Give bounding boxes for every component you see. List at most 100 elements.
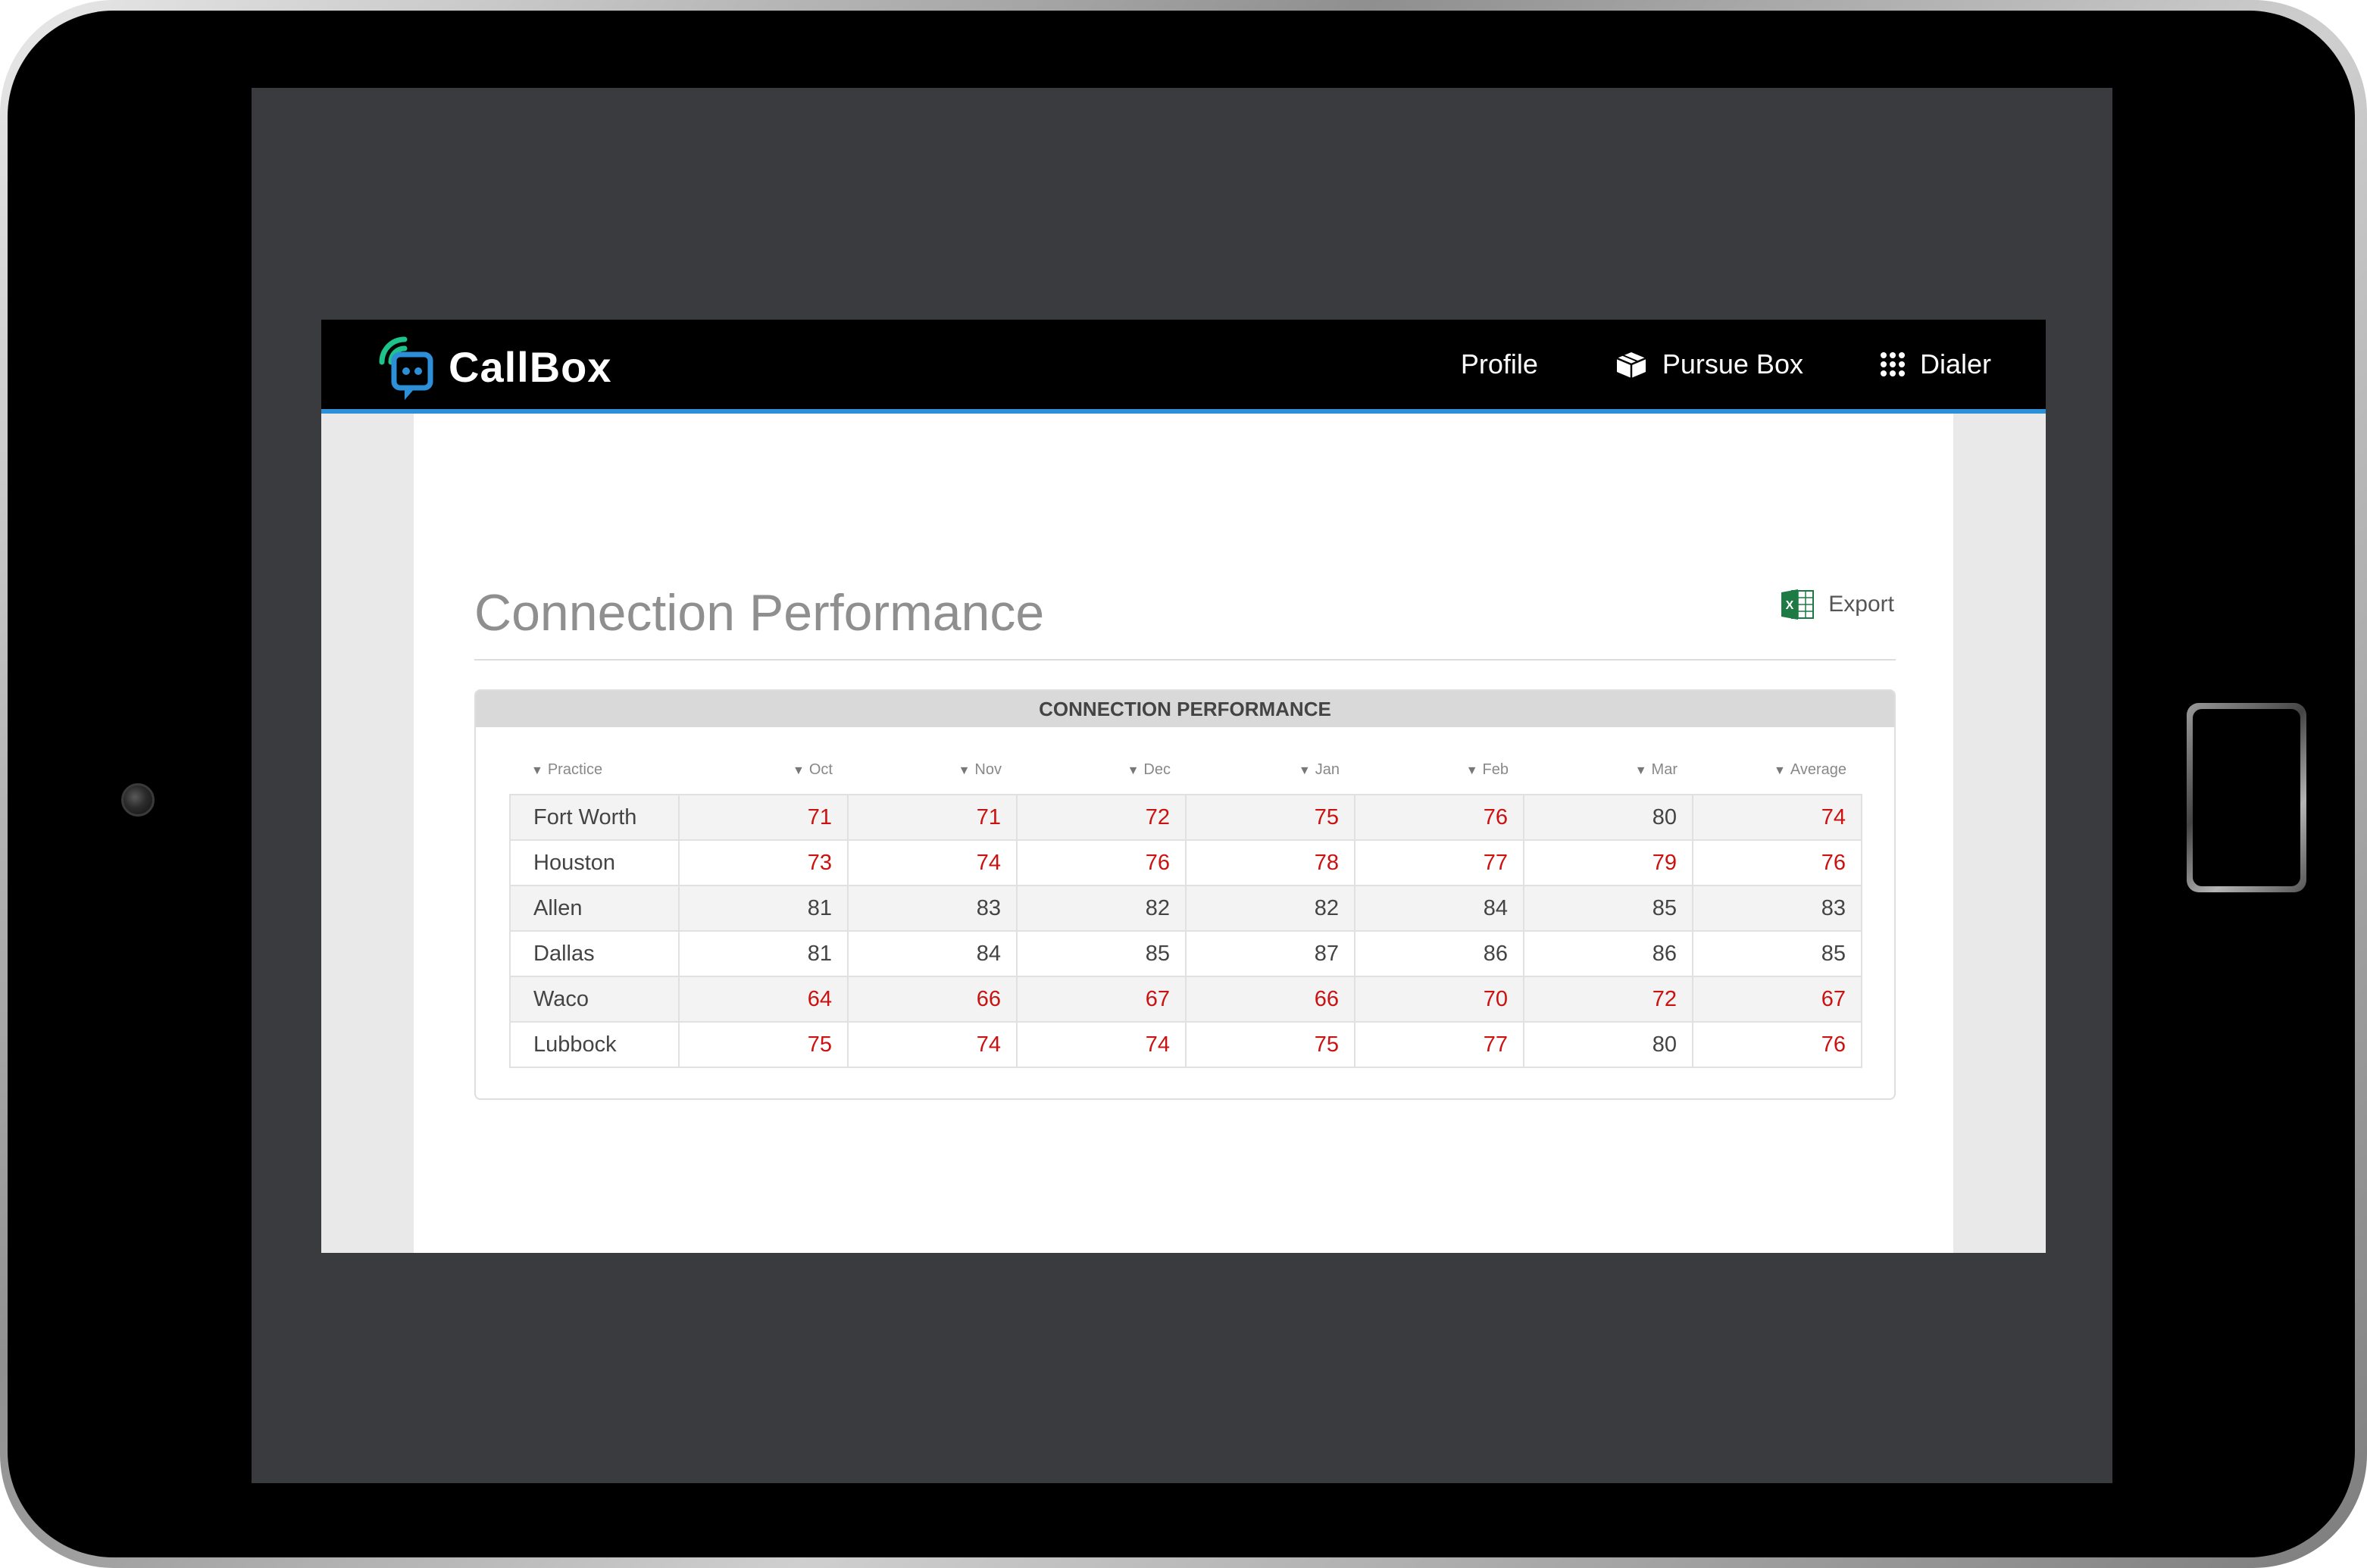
sort-arrow-icon: ▼ <box>1298 764 1311 777</box>
value-cell: 71 <box>847 794 1018 841</box>
value-cell: 84 <box>1354 885 1524 932</box>
column-header-feb[interactable]: ▼ Feb <box>1355 745 1524 795</box>
sort-arrow-icon: ▼ <box>1774 764 1786 777</box>
value-cell: 71 <box>678 794 849 841</box>
table-row: Waco 64 66 67 66 70 72 67 <box>509 976 1862 1023</box>
value-cell: 85 <box>1523 885 1693 932</box>
value-cell: 87 <box>1185 930 1355 977</box>
svg-text:X: X <box>1786 599 1794 612</box>
value-cell: 72 <box>1016 794 1187 841</box>
table-row: Houston 73 74 76 78 77 79 76 <box>509 839 1862 886</box>
app-window: CallBox Profile Pursue Box <box>321 320 2046 1253</box>
value-cell: 76 <box>1016 839 1187 886</box>
value-cell: 83 <box>847 885 1018 932</box>
top-navbar: CallBox Profile Pursue Box <box>321 320 2046 414</box>
nav-profile[interactable]: Profile <box>1461 348 1538 380</box>
value-cell: 75 <box>1185 794 1355 841</box>
practice-cell: Dallas <box>509 930 680 977</box>
nav-pursue-box[interactable]: Pursue Box <box>1614 348 1803 380</box>
nav-profile-label: Profile <box>1460 348 1538 380</box>
column-header-practice[interactable]: ▼ Practice <box>510 745 679 795</box>
export-label: Export <box>1828 592 1894 617</box>
nav-links: Profile Pursue Box Dialer <box>1385 320 1991 409</box>
value-cell: 66 <box>1185 976 1355 1023</box>
practice-cell: Fort Worth <box>509 794 680 841</box>
column-header-mar[interactable]: ▼ Mar <box>1524 745 1693 795</box>
value-cell: 74 <box>1692 794 1862 841</box>
value-cell: 78 <box>1185 839 1355 886</box>
column-header-label: Practice <box>547 761 603 778</box>
value-cell: 74 <box>1016 1021 1187 1068</box>
main-content: Connection Performance X Export CONNECTI… <box>414 414 1953 1253</box>
page-title: Connection Performance <box>474 584 1045 642</box>
value-cell: 82 <box>1016 885 1187 932</box>
column-header-label: Oct <box>808 761 833 778</box>
practice-cell: Houston <box>509 839 680 886</box>
value-cell: 67 <box>1692 976 1862 1023</box>
column-header-jan[interactable]: ▼ Jan <box>1186 745 1355 795</box>
value-cell: 72 <box>1523 976 1693 1023</box>
value-cell: 76 <box>1692 1021 1862 1068</box>
sort-arrow-icon: ▼ <box>1127 764 1140 777</box>
camera-icon <box>121 783 155 817</box>
sort-arrow-icon: ▼ <box>531 764 543 777</box>
value-cell: 81 <box>678 930 849 977</box>
nav-dialer[interactable]: Dialer <box>1879 348 1991 380</box>
value-cell: 76 <box>1354 794 1524 841</box>
value-cell: 83 <box>1692 885 1862 932</box>
practice-cell: Lubbock <box>509 1021 680 1068</box>
column-header-label: Mar <box>1651 761 1678 778</box>
column-header-label: Jan <box>1315 761 1340 778</box>
value-cell: 74 <box>847 1021 1018 1068</box>
practice-cell: Waco <box>509 976 680 1023</box>
box-icon <box>1616 352 1646 378</box>
value-cell: 70 <box>1354 976 1524 1023</box>
sort-arrow-icon: ▼ <box>958 764 971 777</box>
nav-pursue-box-label: Pursue Box <box>1662 348 1803 380</box>
sort-arrow-icon: ▼ <box>1465 764 1478 777</box>
value-cell: 79 <box>1523 839 1693 886</box>
column-header-average[interactable]: ▼ Average <box>1693 745 1862 795</box>
column-header-label: Nov <box>974 761 1002 778</box>
value-cell: 76 <box>1692 839 1862 886</box>
callbox-logo-icon <box>379 336 433 400</box>
table-row: Allen 81 83 82 82 84 85 83 <box>509 885 1862 932</box>
value-cell: 86 <box>1523 930 1693 977</box>
table-body: Fort Worth 71 71 72 75 76 80 74 Houston 73 74 76 78 7… <box>509 794 1862 1068</box>
value-cell: 75 <box>678 1021 849 1068</box>
table-header-row: ▼ Practice ▼ Oct ▼ Nov ▼ Dec ▼ Jan ▼ Feb ▼ Mar ▼ Averag… <box>510 745 1862 795</box>
value-cell: 85 <box>1016 930 1187 977</box>
column-header-label: Average <box>1790 761 1846 778</box>
column-header-dec[interactable]: ▼ Dec <box>1017 745 1186 795</box>
performance-panel: CONNECTION PERFORMANCE ▼ Practice ▼ Oct ▼ Nov… <box>474 689 1896 1100</box>
value-cell: 82 <box>1185 885 1355 932</box>
value-cell: 73 <box>678 839 849 886</box>
table-row: Fort Worth 71 71 72 75 76 80 74 <box>509 794 1862 841</box>
export-button[interactable]: X Export <box>1780 588 1894 621</box>
excel-icon: X <box>1781 589 1815 620</box>
value-cell: 80 <box>1523 1021 1693 1068</box>
nav-dialer-label: Dialer <box>1919 348 1991 380</box>
value-cell: 81 <box>678 885 849 932</box>
sort-arrow-icon: ▼ <box>1634 764 1647 777</box>
column-header-nov[interactable]: ▼ Nov <box>848 745 1017 795</box>
value-cell: 84 <box>847 930 1018 977</box>
title-divider <box>474 659 1896 661</box>
table-row: Lubbock 75 74 74 75 77 80 76 <box>509 1021 1862 1068</box>
home-button[interactable] <box>2187 703 2306 892</box>
panel-title: CONNECTION PERFORMANCE <box>476 691 1894 727</box>
column-header-label: Dec <box>1143 761 1171 778</box>
value-cell: 75 <box>1185 1021 1355 1068</box>
value-cell: 77 <box>1354 1021 1524 1068</box>
brand[interactable]: CallBox <box>371 329 612 404</box>
practice-cell: Allen <box>509 885 680 932</box>
column-header-oct[interactable]: ▼ Oct <box>679 745 848 795</box>
table-row: Dallas 81 84 85 87 86 86 85 <box>509 930 1862 977</box>
value-cell: 77 <box>1354 839 1524 886</box>
brand-name: CallBox <box>449 342 612 391</box>
value-cell: 85 <box>1692 930 1862 977</box>
value-cell: 64 <box>678 976 849 1023</box>
sort-arrow-icon: ▼ <box>793 764 805 777</box>
value-cell: 67 <box>1016 976 1187 1023</box>
column-header-label: Feb <box>1482 761 1509 778</box>
